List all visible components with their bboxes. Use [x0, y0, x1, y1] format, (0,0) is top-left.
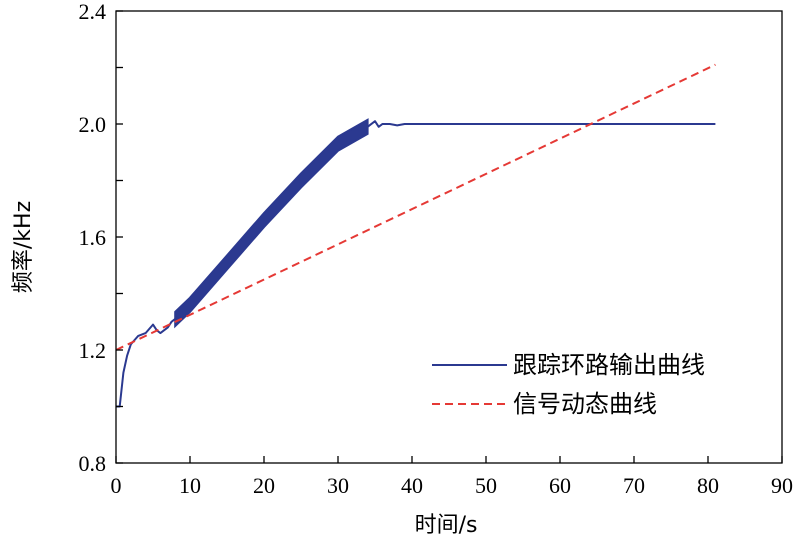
x-tick-label: 70: [623, 473, 645, 498]
legend: 跟踪环路输出曲线 信号动态曲线: [432, 351, 705, 418]
legend-label-signal-dynamic: 信号动态曲线: [513, 390, 657, 418]
x-tick-label: 60: [549, 473, 571, 498]
x-tick-label: 40: [401, 473, 423, 498]
axes: 0 10 20 30 40 50 60 70 80 90 0.8 1.2 1.6 2.0 2.4: [79, 0, 794, 498]
x-tick-label: 0: [111, 473, 122, 498]
y-tick-label: 2.4: [79, 0, 107, 24]
x-axis-title: 时间/s: [415, 513, 478, 538]
x-tick-label: 10: [179, 473, 201, 498]
x-tick-label: 30: [327, 473, 349, 498]
legend-label-tracking-loop: 跟踪环路输出曲线: [513, 351, 705, 379]
x-tick-label: 20: [253, 473, 275, 498]
x-tick-label: 80: [697, 473, 719, 498]
series-signal-dynamic-line: [115, 63, 716, 351]
x-tick-label: 50: [475, 473, 497, 498]
y-tick-label: 2.0: [79, 112, 107, 137]
y-tick-label: 1.2: [79, 338, 107, 363]
y-tick-label: 0.8: [79, 451, 107, 476]
y-tick-label: 1.6: [79, 225, 107, 250]
y-axis-title: 频率/kHz: [11, 201, 36, 293]
x-tick-label: 90: [771, 473, 793, 498]
series-layer: [115, 63, 716, 408]
series-tracking-loop-band: [174, 118, 369, 329]
plot-frame: [115, 10, 783, 464]
